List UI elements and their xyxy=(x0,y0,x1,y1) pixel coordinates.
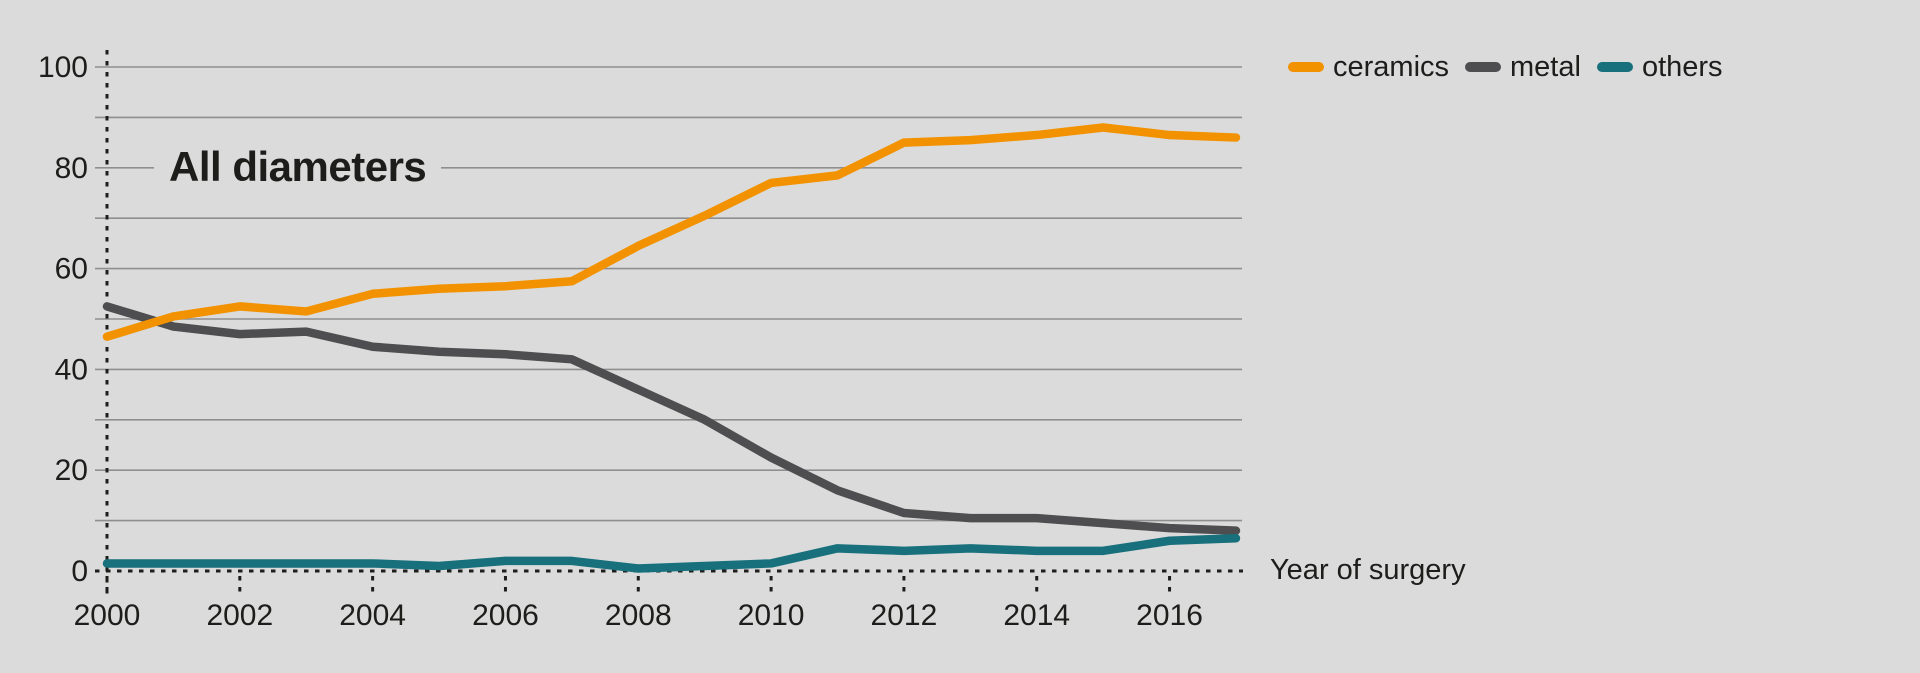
series-line-ceramics xyxy=(102,123,1241,341)
legend-label: ceramics xyxy=(1333,51,1450,83)
x-tick-label: 2016 xyxy=(1136,599,1203,632)
x-tick-label: 2002 xyxy=(206,599,273,632)
legend-label: others xyxy=(1641,51,1723,83)
legend-item-metal: metal xyxy=(1465,49,1581,85)
x-axis-title: Year of surgery xyxy=(1270,554,1466,586)
x-tick-label: 2012 xyxy=(871,599,938,632)
y-tick-label: 60 xyxy=(55,253,88,286)
series-line-metal xyxy=(102,302,1241,535)
x-tick-label: 2010 xyxy=(738,599,805,632)
series-lines xyxy=(102,123,1241,573)
metal-swatch-icon xyxy=(1465,62,1502,72)
y-tick-label: 80 xyxy=(55,152,88,185)
tick-labels: 2000 2002 2004 2006 2008 2010 2012 2014 2016 0 20 4… xyxy=(38,51,1203,632)
y-tick-label: 20 xyxy=(55,454,88,487)
legend: ceramics metal others xyxy=(1288,49,1723,85)
ceramics-swatch-icon xyxy=(1288,62,1324,72)
x-tick-label: 2008 xyxy=(605,599,672,632)
series-line-others xyxy=(102,533,1241,573)
x-tick-label: 2014 xyxy=(1003,599,1070,632)
others-swatch-icon xyxy=(1596,62,1633,72)
y-tick-label: 40 xyxy=(55,353,88,386)
x-tick-label: 2000 xyxy=(74,599,141,632)
legend-item-ceramics: ceramics xyxy=(1288,49,1449,85)
gridlines xyxy=(95,66,1242,522)
chart-title: All diameters xyxy=(154,141,442,193)
x-tick-label: 2006 xyxy=(472,599,539,632)
legend-item-others: others xyxy=(1596,49,1723,85)
y-tick-label: 0 xyxy=(71,555,88,588)
x-tick-label: 2004 xyxy=(339,599,406,632)
legend-label: metal xyxy=(1510,51,1581,83)
y-tick-label: 100 xyxy=(38,51,88,84)
